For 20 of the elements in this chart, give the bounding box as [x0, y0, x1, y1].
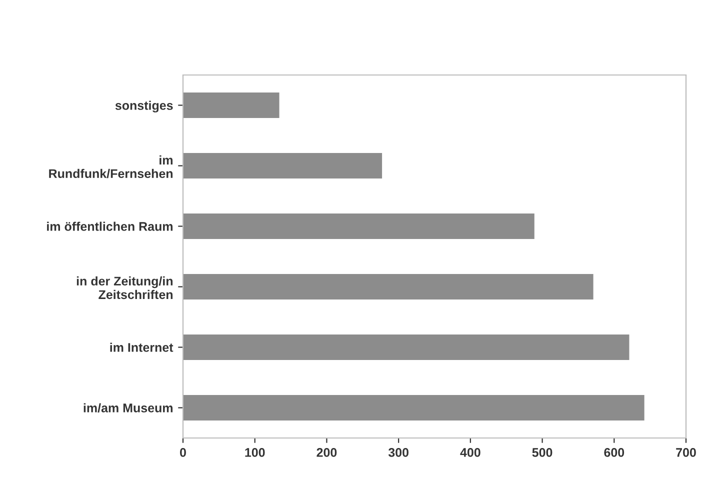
bar — [183, 274, 594, 300]
x-tick-label: 700 — [676, 448, 696, 457]
y-tick-label: sonstiges — [115, 100, 173, 112]
y-tick-label: in der Zeitung/in Zeitschriften — [76, 276, 173, 300]
bar — [183, 395, 644, 420]
bar — [183, 92, 280, 118]
x-tick-label: 600 — [604, 448, 624, 457]
y-tick-label: im/am Museum — [84, 403, 173, 413]
bar — [183, 153, 382, 178]
y-tick-label: im Internet — [110, 342, 174, 352]
y-tick-label: im Rundfunk/Fernsehen — [49, 155, 173, 178]
x-tick-label: 0 — [180, 448, 186, 457]
x-tick-label: 300 — [388, 448, 408, 457]
x-tick-label: 100 — [245, 448, 265, 457]
bar — [183, 214, 534, 239]
bar — [183, 334, 630, 360]
x-tick-label: 200 — [316, 448, 337, 457]
x-tick-label: 400 — [460, 448, 480, 457]
x-tick-label: 500 — [532, 448, 552, 457]
y-tick-label: im öffentlichen Raum — [47, 222, 173, 231]
